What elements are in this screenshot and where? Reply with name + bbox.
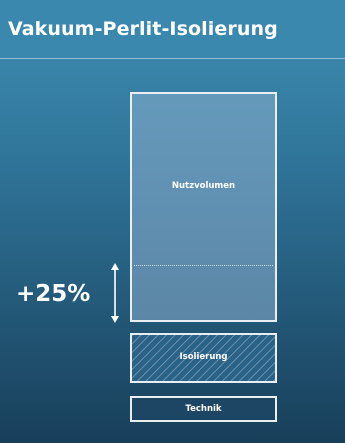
insulation-block: Isolierung (130, 333, 277, 383)
original-volume-boundary-line (134, 265, 273, 266)
double-arrow-icon (111, 263, 119, 323)
volume-increase-label: +25% (16, 281, 91, 307)
diagram-title: Vakuum-Perlit-Isolierung (8, 18, 278, 40)
title-divider (0, 58, 345, 59)
usable-volume-block: Nutzvolumen (130, 92, 277, 322)
insulation-label: Isolierung (179, 352, 228, 362)
usable-volume-label: Nutzvolumen (171, 181, 236, 191)
title-bar: Vakuum-Perlit-Isolierung (0, 0, 345, 58)
technology-block: Technik (130, 396, 277, 422)
technology-label: Technik (185, 404, 222, 414)
